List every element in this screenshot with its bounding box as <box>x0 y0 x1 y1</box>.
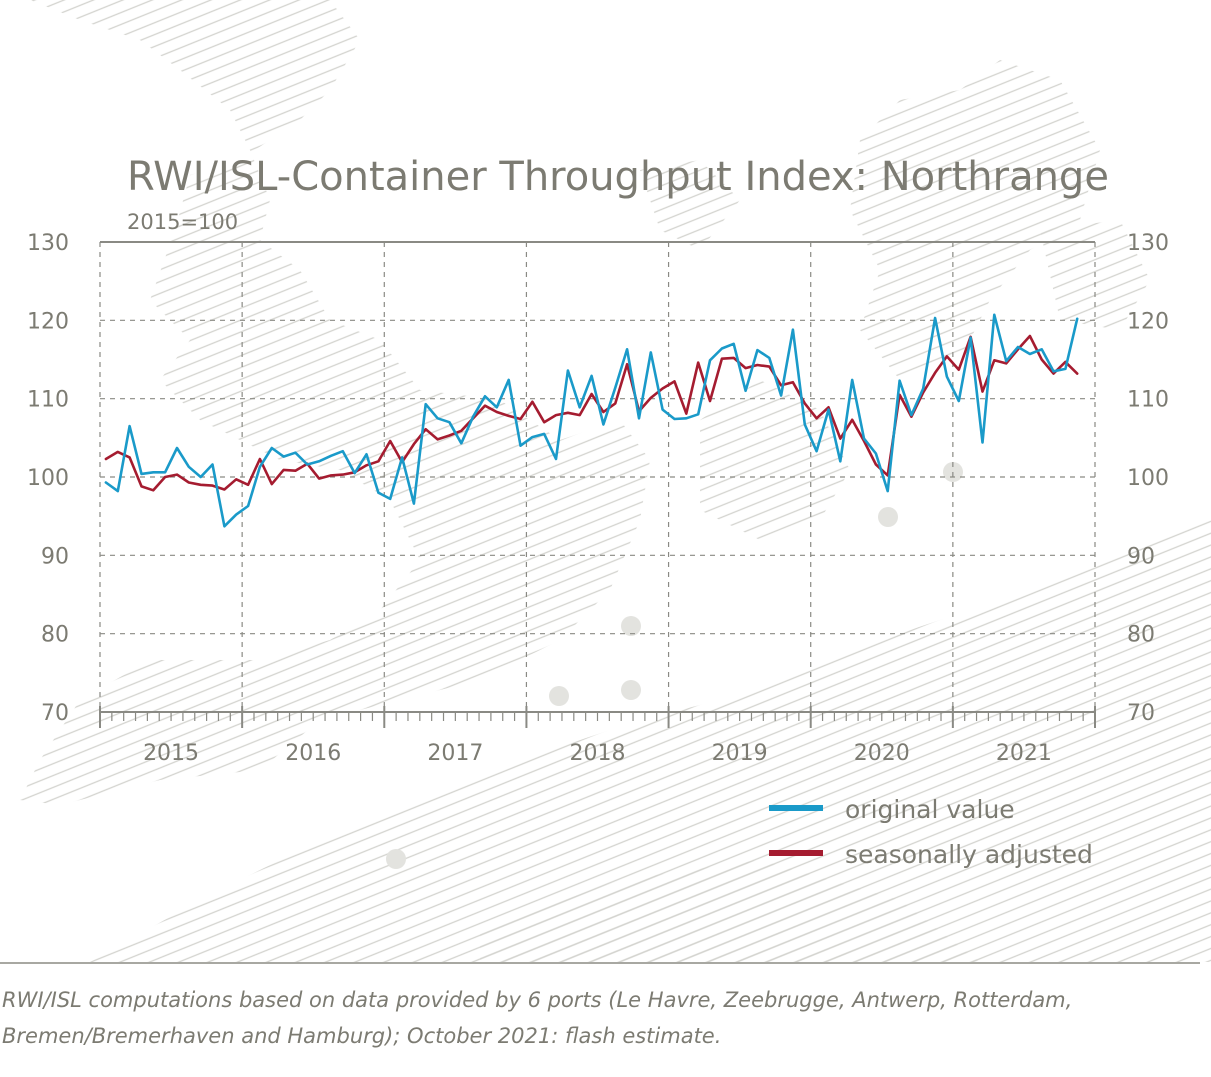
y-axis-right: 70 80 90 100 110 120 130 <box>1127 231 1169 726</box>
axes <box>99 241 1096 728</box>
y-tick-label-right-70: 70 <box>1127 701 1155 726</box>
source-divider <box>0 962 1200 964</box>
series-original-line <box>104 313 1079 528</box>
chart-title: RWI/ISL-Container Throughput Index: Nort… <box>127 154 1109 200</box>
grid <box>99 242 1096 712</box>
legend: original value seasonally adjusted <box>769 795 1093 869</box>
x-year-label-2019: 2019 <box>712 741 768 766</box>
y-tick-label-right-80: 80 <box>1127 623 1155 648</box>
y-tick-label-left-110: 110 <box>27 388 69 413</box>
y-tick-label-right-90: 90 <box>1127 544 1155 569</box>
x-year-label-2016: 2016 <box>285 741 341 766</box>
legend-label-original: original value <box>845 795 1015 824</box>
x-year-label-2020: 2020 <box>854 741 910 766</box>
y-tick-label-left-90: 90 <box>41 544 69 569</box>
y-tick-label-left-80: 80 <box>41 623 69 648</box>
y-axis-left: 70 80 90 100 110 120 130 <box>27 231 69 726</box>
background-map <box>20 0 1211 962</box>
y-tick-label-right-100: 100 <box>1127 466 1169 491</box>
x-year-label-2018: 2018 <box>570 741 626 766</box>
x-axis: 2015 2016 2017 2018 2019 2020 2021 <box>143 741 1052 766</box>
legend-label-adjusted: seasonally adjusted <box>845 840 1093 869</box>
y-tick-label-left-120: 120 <box>27 309 69 334</box>
chart-subtitle: 2015=100 <box>127 210 238 234</box>
chart: RWI/ISL-Container Throughput Index: Nort… <box>20 0 1211 962</box>
y-tick-label-left-70: 70 <box>41 701 69 726</box>
x-year-label-2015: 2015 <box>143 741 199 766</box>
series-lines <box>104 313 1079 528</box>
x-year-label-2021: 2021 <box>996 741 1052 766</box>
source-note: RWI/ISL computations based on data provi… <box>2 988 1073 1048</box>
y-tick-label-right-110: 110 <box>1127 388 1169 413</box>
x-year-label-2017: 2017 <box>427 741 483 766</box>
y-tick-label-left-100: 100 <box>27 466 69 491</box>
y-tick-label-right-120: 120 <box>1127 309 1169 334</box>
y-tick-label-right-130: 130 <box>1127 231 1169 256</box>
y-tick-label-left-130: 130 <box>27 231 69 256</box>
